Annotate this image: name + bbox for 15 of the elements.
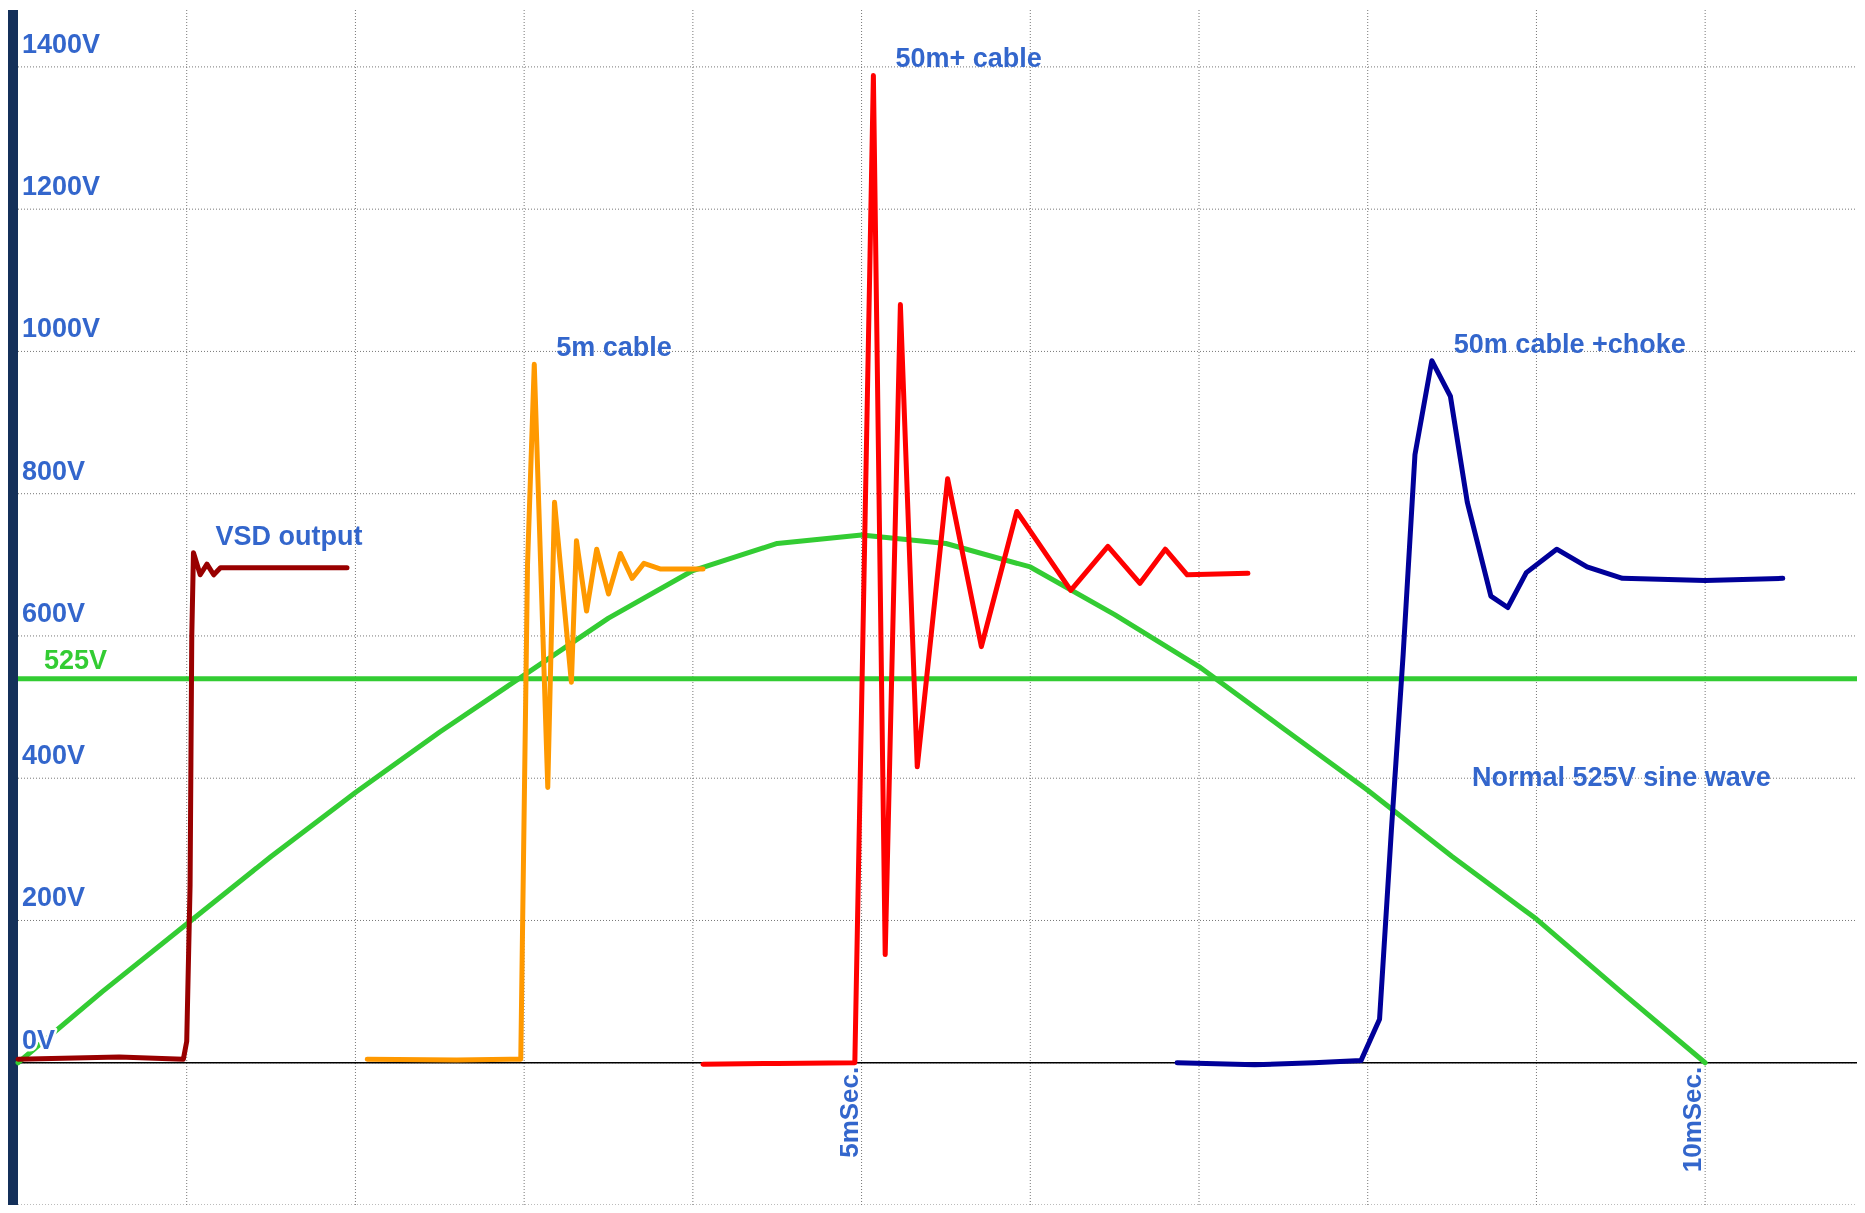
y-tick-label: 400V — [22, 740, 86, 771]
y-tick-label: 800V — [22, 455, 86, 486]
x-tick-label: 5mSec. — [833, 1066, 864, 1158]
series-label: 5m cable — [556, 332, 672, 363]
series-label: 50m+ cable — [895, 43, 1042, 74]
series-label: VSD output — [215, 520, 363, 551]
ref-line-label: 525V — [44, 644, 108, 675]
y-tick-label: 1400V — [22, 28, 101, 59]
y-tick-label: 1000V — [22, 313, 101, 344]
x-tick-label: 10mSec. — [1677, 1066, 1708, 1173]
y-tick-label: 200V — [22, 882, 86, 913]
y-tick-label: 600V — [22, 597, 86, 628]
text: Normal 525V sine wave — [1472, 762, 1771, 793]
y-tick-label: 1200V — [22, 171, 101, 202]
series-label: 50m cable +choke — [1453, 328, 1686, 359]
